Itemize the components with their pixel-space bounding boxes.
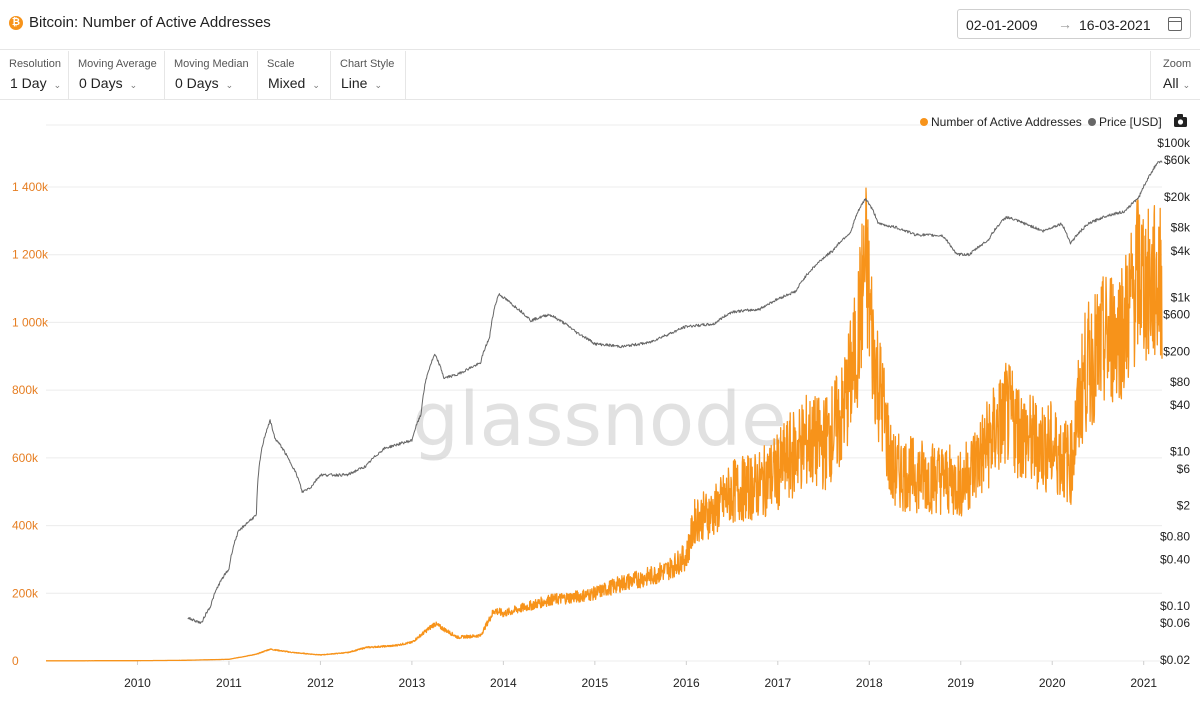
legend-label: Number of Active Addresses [931,115,1082,129]
chevron-down-icon: ⌄ [225,80,234,90]
left-tick-label: 200k [12,586,39,600]
zoom-value[interactable]: All ⌄ [1163,75,1191,91]
left-tick-label: 0 [12,654,19,668]
legend-item-active-addresses[interactable]: Number of Active Addresses [920,115,1082,129]
chart-area[interactable]: glassnode 0 200k 400k 600k 800k 1 000k 1 200k 1… [0,100,1200,709]
chevron-down-icon: ⌄ [312,80,320,90]
right-tick-label: $80 [1170,375,1190,389]
resolution-value[interactable]: 1 Day ⌄ [10,75,62,91]
series-layer [45,160,1163,662]
right-tick-label: $0.10 [1160,599,1190,613]
x-tick-label: 2018 [856,676,883,690]
right-tick-label: $0.02 [1160,653,1190,667]
date-range-picker[interactable]: 02-01-2009 → 16-03-2021 [957,9,1191,39]
header-bar: ₿ Bitcoin: Number of Active Addresses 02… [0,0,1200,50]
left-tick-label: 400k [12,519,39,533]
right-tick-label: $1k [1171,290,1191,304]
scale-dropdown[interactable]: Scale Mixed ⌄ [258,51,331,100]
scale-value[interactable]: Mixed ⌄ [268,75,320,91]
x-tick-label: 2012 [307,676,334,690]
left-tick-label: 800k [12,383,39,397]
chart-style-dropdown[interactable]: Chart Style Line ⌄ [331,51,406,100]
moving-average-label: Moving Average [78,58,157,70]
date-from-input[interactable]: 02-01-2009 [966,17,1038,33]
chevron-down-icon: ⌄ [1182,80,1191,90]
moving-average-dropdown[interactable]: Moving Average 0 Days ⌄ [69,51,165,100]
resolution-dropdown[interactable]: Resolution 1 Day ⌄ [0,51,69,100]
series-line-active-addresses [45,187,1163,662]
chevron-down-icon: ⌄ [53,80,62,90]
legend-marker [920,118,928,126]
chart-style-label: Chart Style [340,58,395,70]
moving-median-label: Moving Median [174,58,249,70]
x-tick-label: 2010 [124,676,151,690]
right-tick-label: $60k [1164,153,1191,167]
moving-median-dropdown[interactable]: Moving Median 0 Days ⌄ [165,51,258,100]
legend-item-price[interactable]: Price [USD] [1088,115,1162,129]
legend-label: Price [USD] [1099,115,1162,129]
x-tick-label: 2019 [947,676,974,690]
right-tick-label: $0.06 [1160,616,1190,630]
x-tick-label: 2016 [673,676,700,690]
right-axis-ticks: $0.02 $0.06 $0.10 $0.40 $0.80 $2 $6 $10 $40 $80 $2… [1157,136,1191,667]
right-tick-label: $200 [1163,344,1190,358]
watermark: glassnode [412,377,787,463]
right-tick-label: $100k [1157,136,1191,150]
legend-marker [1088,118,1096,126]
right-tick-label: $10 [1170,445,1190,459]
x-tick-label: 2020 [1039,676,1066,690]
arrow-right-icon: → [1058,16,1072,32]
page-title: Bitcoin: Number of Active Addresses [29,14,271,31]
right-tick-label: $40 [1170,398,1190,412]
chevron-down-icon: ⌄ [129,80,138,90]
zoom-dropdown[interactable]: Zoom All ⌄ [1150,51,1200,100]
camera-icon[interactable] [1174,114,1187,127]
right-tick-label: $600 [1163,307,1190,321]
x-tick-label: 2013 [399,676,426,690]
grid-lines [46,124,1162,662]
zoom-label: Zoom [1163,58,1192,70]
legend: Number of Active Addresses Price [USD] [920,115,1162,129]
calendar-icon[interactable] [1168,17,1182,31]
left-tick-label: 1 000k [12,315,49,329]
right-tick-label: $20k [1164,190,1191,204]
left-tick-label: 1 200k [12,248,49,262]
moving-median-value[interactable]: 0 Days ⌄ [175,75,234,91]
right-tick-label: $0.80 [1160,529,1190,543]
right-tick-label: $8k [1171,221,1191,235]
scale-label: Scale [267,58,295,70]
x-tick-label: 2021 [1130,676,1157,690]
date-to-input[interactable]: 16-03-2021 [1079,17,1151,33]
right-tick-label: $6 [1177,462,1191,476]
series-line-price [187,160,1163,624]
moving-average-value[interactable]: 0 Days ⌄ [79,75,138,91]
x-tick-label: 2015 [582,676,609,690]
chart-style-value[interactable]: Line ⌄ [341,75,383,91]
left-tick-label: 1 400k [12,180,49,194]
right-tick-label: $0.40 [1160,553,1190,567]
right-tick-label: $4k [1171,244,1191,258]
left-axis-ticks: 0 200k 400k 600k 800k 1 000k 1 200k 1 400k [12,180,49,668]
x-tick-label: 2014 [490,676,517,690]
chart-controls: Resolution 1 Day ⌄ Moving Average 0 Days ⌄… [0,51,1200,100]
x-axis-ticks: 2010 2011 2012 2013 2014 2015 2016 2017 2018 2019… [124,661,1157,690]
right-tick-label: $2 [1177,499,1191,513]
resolution-label: Resolution [9,58,61,70]
bitcoin-icon: ₿ [9,16,23,30]
left-tick-label: 600k [12,451,39,465]
x-tick-label: 2011 [216,676,242,690]
x-tick-label: 2017 [764,676,791,690]
chevron-down-icon: ⌄ [374,80,383,90]
